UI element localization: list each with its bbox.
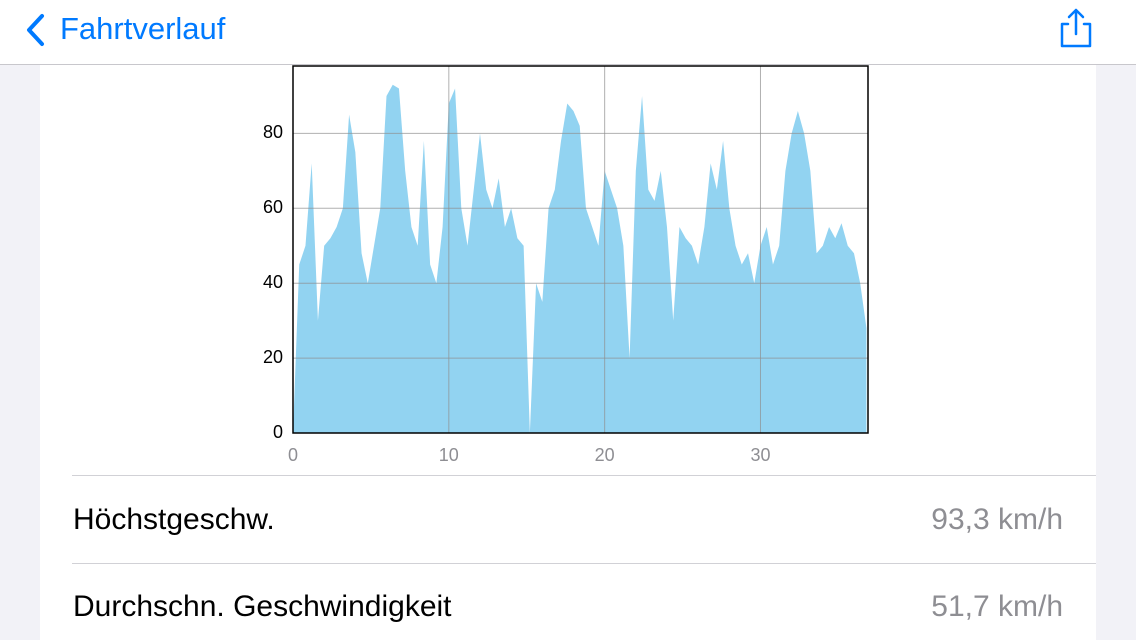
x-tick-label: 10 [439, 445, 459, 465]
stat-label: Durchschn. Geschwindigkeit [73, 590, 452, 623]
y-tick-label: 20 [263, 347, 283, 367]
stat-label: Höchstgeschw. [73, 503, 275, 536]
x-tick-label: 0 [288, 445, 298, 465]
y-tick-label: 60 [263, 197, 283, 217]
share-arrow[interactable] [1067, 8, 1085, 36]
stat-value: 51,7 km/h [931, 590, 1063, 623]
plot-frame [292, 65, 869, 434]
speed-area [293, 84, 867, 433]
stat-value: 93,3 km/h [931, 503, 1063, 536]
share-button[interactable] [1060, 8, 1092, 48]
speed-chart: 0 20 40 60 80 0 10 20 30 [263, 65, 869, 465]
back-button[interactable]: Fahrtverlauf [60, 11, 226, 46]
x-tick-label: 20 [595, 445, 615, 465]
y-tick-label: 40 [263, 272, 283, 292]
stats-list: Höchstgeschw. 93,3 km/h Durchschn. Geschwi… [73, 503, 1063, 623]
x-tick-label: 30 [750, 445, 770, 465]
back-chevron[interactable] [27, 14, 44, 46]
y-tick-label: 0 [273, 422, 283, 442]
y-tick-label: 80 [263, 122, 283, 142]
share-box[interactable] [1060, 22, 1092, 48]
nav-bar [0, 0, 1136, 64]
